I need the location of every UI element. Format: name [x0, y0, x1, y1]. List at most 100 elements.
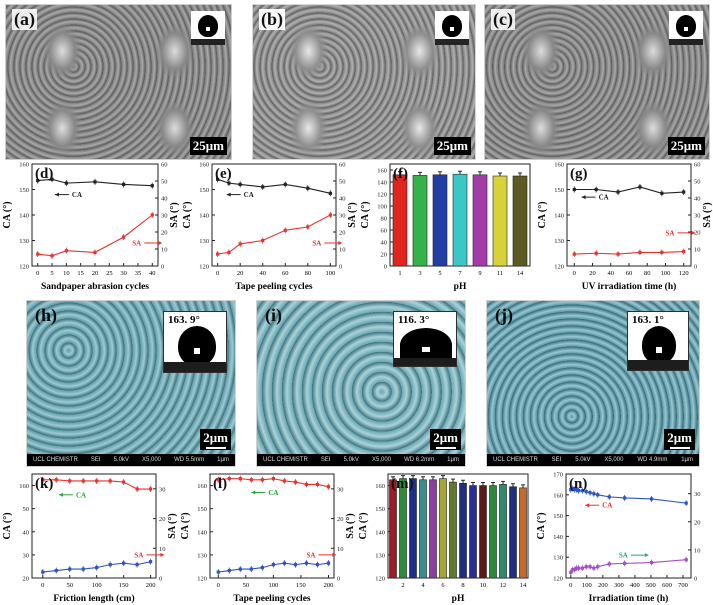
y-tick-label: 130: [553, 555, 563, 562]
data-point: [594, 251, 598, 255]
y-tick-label: 120: [19, 264, 29, 271]
x-tick-label: 40: [259, 270, 266, 277]
x-tick-label: 12: [500, 582, 507, 589]
bar: [409, 478, 417, 579]
bar: [479, 485, 487, 579]
data-point: [616, 252, 620, 256]
y-tick-label: 30: [23, 552, 30, 559]
bar: [412, 175, 428, 267]
y-axis-label: CA (°): [358, 512, 369, 539]
data-point: [249, 567, 253, 571]
x-axis-label: Friction length (cm): [53, 593, 134, 604]
data-point: [238, 182, 242, 186]
data-point: [227, 477, 231, 481]
y-tick-label: 80: [381, 216, 388, 223]
data-point: [580, 489, 584, 493]
bar: [469, 485, 477, 579]
chart-n: 120 130 140 150 160 170 0 10 20 30 CA (°) Irradiati…: [536, 472, 701, 605]
x-tick-label: 400: [630, 582, 640, 589]
data-point: [660, 250, 664, 254]
x-tick-label: 0: [217, 582, 220, 589]
data-point: [238, 477, 242, 481]
data-point: [328, 191, 332, 195]
data-point: [682, 249, 686, 254]
x-tick-label: 80: [644, 270, 651, 277]
y2-tick-label: 10: [159, 546, 166, 553]
y2-tick-label: 10: [694, 247, 701, 254]
x-tick-label: 20: [92, 270, 99, 277]
annotation-label: SA: [306, 551, 315, 559]
data-point: [574, 488, 579, 492]
bar: [399, 478, 407, 579]
data-point: [584, 565, 588, 569]
x-tick-label: 6: [441, 582, 445, 589]
sem-image-b: (b) 25μm: [252, 4, 476, 160]
y2-tick-label: 20: [337, 516, 344, 523]
y-tick-label: 140: [19, 213, 29, 220]
bar: [472, 174, 488, 267]
y2-tick-label: 30: [161, 213, 168, 220]
data-point: [282, 479, 286, 483]
bar: [489, 485, 497, 579]
y-tick-label: 130: [375, 552, 385, 559]
data-point: [293, 480, 298, 484]
data-point: [50, 254, 54, 258]
x-tick-label: 25: [106, 270, 113, 277]
scale-bar: 25μm: [189, 137, 227, 155]
y2-tick-label: 50: [161, 179, 168, 186]
x-tick-label: 200: [146, 582, 156, 589]
x-tick-label: 0: [573, 270, 576, 277]
series-line-sa: [570, 559, 687, 573]
x-tick-label: 50: [66, 582, 73, 589]
y-tick-label: 130: [197, 552, 207, 559]
y2-tick-label: 20: [161, 230, 168, 237]
data-point: [227, 568, 231, 573]
data-point: [569, 570, 573, 574]
plot-frame: [31, 473, 157, 579]
data-point: [93, 250, 97, 254]
data-point: [283, 182, 287, 186]
x-tick-label: 500: [646, 582, 656, 589]
panel-label: (f): [393, 166, 408, 182]
y2-tick-label: 30: [694, 491, 701, 498]
y2-tick-label: 30: [339, 213, 346, 220]
annotation-label: CA: [602, 502, 612, 510]
x-axis-label: Irradiation time (h): [589, 593, 669, 604]
y-tick-label: 20: [23, 576, 30, 583]
data-point: [574, 566, 579, 570]
data-point: [150, 213, 154, 217]
data-point: [68, 479, 72, 483]
data-point: [596, 493, 600, 497]
x-tick-label: 2: [401, 582, 404, 589]
bar: [419, 479, 427, 579]
data-point: [81, 567, 85, 571]
plot-frame: [565, 473, 692, 579]
data-point: [660, 191, 664, 195]
y-tick-label: 120: [377, 192, 387, 199]
series-line-sa: [217, 214, 331, 255]
data-point: [573, 567, 577, 572]
panel-label: (e): [215, 166, 232, 182]
contact-angle: 163. 1°: [632, 314, 664, 326]
y-tick-label: 160: [377, 168, 387, 175]
bar: [392, 174, 408, 267]
x-axis-label: Sandpaper abrasion cycles: [41, 282, 149, 292]
y-axis-label: CA (°): [182, 201, 193, 228]
droplet-inset: [435, 11, 469, 45]
x-tick-label: 15: [77, 270, 84, 277]
data-point: [304, 561, 309, 565]
y-tick-label: 140: [197, 529, 207, 536]
x-tick-label: 100: [661, 270, 671, 277]
y-tick-label: 170: [553, 472, 563, 479]
x-tick-label: 14: [520, 582, 527, 589]
chart-l: 120 130 140 150 160 0 10 20 30 CA (°) SA (°) Tape p…: [180, 473, 356, 604]
data-point: [282, 561, 286, 565]
arrow-head-icon: [158, 241, 163, 246]
panel-label: (m): [391, 476, 414, 492]
arrow-head-icon: [58, 492, 63, 497]
y-axis-label: CA (°): [2, 201, 13, 228]
data-point: [54, 478, 58, 482]
data-point: [682, 190, 686, 194]
y2-tick-label: 0: [694, 576, 697, 583]
data-point: [607, 562, 611, 566]
